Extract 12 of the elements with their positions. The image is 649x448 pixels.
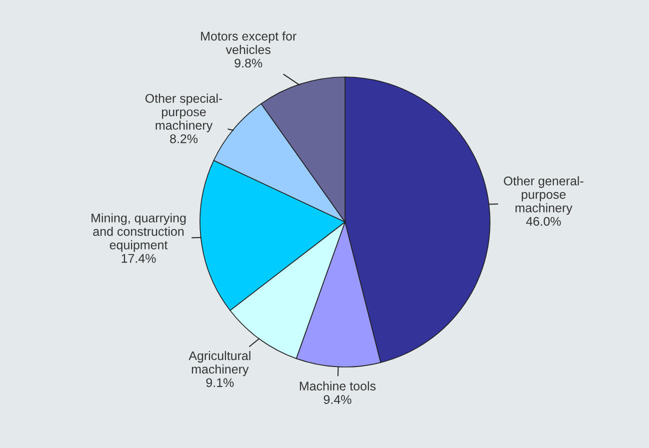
- slice-label: Other special- purpose machinery: [145, 94, 222, 132]
- data-label: 9.8%: [234, 58, 262, 68]
- slice-label: Machine tools: [300, 381, 376, 391]
- slice-label: Other general- purpose machinery: [504, 176, 584, 215]
- slice-label: Motors except for vehicles: [201, 31, 296, 54]
- data-label: 9.4%: [324, 395, 352, 404]
- data-label: 9.1%: [206, 378, 234, 388]
- slice-label: Mining, quarrying and construction equipment: [92, 213, 186, 252]
- data-label: 17.4%: [122, 254, 156, 263]
- data-label: 8.2%: [170, 134, 198, 144]
- data-label: 46.0%: [526, 216, 561, 226]
- slice-label: Agricultural machinery: [188, 350, 250, 376]
